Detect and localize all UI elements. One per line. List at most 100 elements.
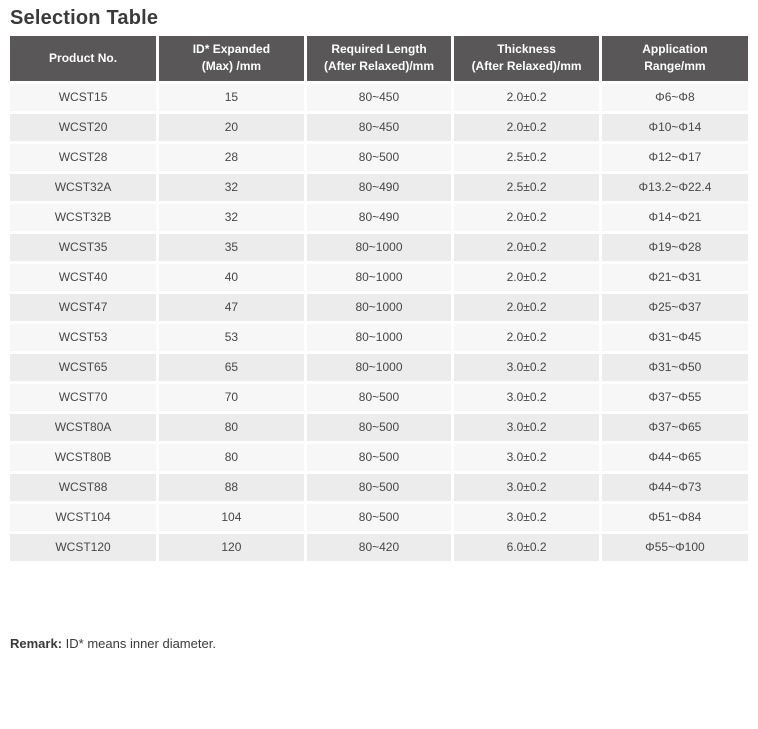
table-cell: 3.0±0.2 xyxy=(452,502,602,534)
table-row: WCST28 28 80~500 2.5±0.2 Φ12~Φ17 xyxy=(10,142,748,174)
table-cell: WCST104 xyxy=(10,502,160,534)
table-cell: Φ13.2~Φ22.4 xyxy=(600,172,748,204)
table-cell: 80 xyxy=(157,412,307,444)
table-cell: 47 xyxy=(157,292,307,324)
table-cell: 15 xyxy=(157,82,307,114)
header-cell-line1: ID* Expanded xyxy=(192,41,271,56)
header-cell-line2: (After Relaxed)/mm xyxy=(471,59,582,74)
table-row: WCST70 70 80~500 3.0±0.2 Φ37~Φ55 xyxy=(10,382,748,414)
table-cell: 2.0±0.2 xyxy=(452,202,602,234)
header-cell-line2: Range/mm xyxy=(644,59,706,74)
table-cell: WCST65 xyxy=(10,352,160,384)
table-row: WCST20 20 80~450 2.0±0.2 Φ10~Φ14 xyxy=(10,112,748,144)
remark: Remark: ID* means inner diameter. xyxy=(10,636,758,651)
table-cell: WCST28 xyxy=(10,142,160,174)
table-cell: 80~1000 xyxy=(305,232,455,264)
table-cell: 3.0±0.2 xyxy=(452,472,602,504)
table-cell: 80~500 xyxy=(305,382,455,414)
header-cell-line1: Thickness xyxy=(497,41,556,56)
table-cell: Φ10~Φ14 xyxy=(600,112,748,144)
remark-label: Remark: xyxy=(10,635,63,651)
header-cell: Required Length (After Relaxed)/mm xyxy=(305,36,455,84)
header-cell-line2: (Max) /mm xyxy=(201,59,262,74)
header-cell: Product No. xyxy=(10,36,160,84)
table-cell: 80~420 xyxy=(305,532,455,564)
table-cell: 2.0±0.2 xyxy=(452,82,602,114)
header-cell-line2: (After Relaxed)/mm xyxy=(323,59,434,74)
table-cell: WCST40 xyxy=(10,262,160,294)
table-cell: WCST47 xyxy=(10,292,160,324)
table-cell: WCST120 xyxy=(10,532,160,564)
table-cell: WCST32A xyxy=(10,172,160,204)
table-row: WCST120 120 80~420 6.0±0.2 Φ55~Φ100 xyxy=(10,532,748,564)
table-cell: 3.0±0.2 xyxy=(452,352,602,384)
table-cell: Φ55~Φ100 xyxy=(600,532,748,564)
table-cell: 80~500 xyxy=(305,142,455,174)
table-row: WCST40 40 80~1000 2.0±0.2 Φ21~Φ31 xyxy=(10,262,748,294)
table-cell: 2.0±0.2 xyxy=(452,232,602,264)
table-cell: 80~500 xyxy=(305,412,455,444)
table-cell: Φ19~Φ28 xyxy=(600,232,748,264)
table-cell: 2.5±0.2 xyxy=(452,172,602,204)
table-cell: 120 xyxy=(157,532,307,564)
remark-text: ID* means inner diameter. xyxy=(62,635,216,651)
table-cell: 80~1000 xyxy=(305,352,455,384)
table-cell: 80~500 xyxy=(305,442,455,474)
table-cell: 32 xyxy=(157,172,307,204)
table-cell: Φ6~Φ8 xyxy=(600,82,748,114)
table-cell: 2.0±0.2 xyxy=(452,292,602,324)
table-cell: 80~1000 xyxy=(305,322,455,354)
header-cell: Thickness (After Relaxed)/mm xyxy=(452,36,602,84)
header-cell-line1: Product No. xyxy=(49,50,118,65)
table-cell: 80~450 xyxy=(305,82,455,114)
header-cell-line1: Application xyxy=(642,41,708,56)
table-cell: 40 xyxy=(157,262,307,294)
header-cell: ID* Expanded (Max) /mm xyxy=(157,36,307,84)
table-cell: Φ12~Φ17 xyxy=(600,142,748,174)
table-cell: WCST70 xyxy=(10,382,160,414)
table-header: Product No. ID* Expanded (Max) /mm Required… xyxy=(10,36,748,84)
table-row: WCST65 65 80~1000 3.0±0.2 Φ31~Φ50 xyxy=(10,352,748,384)
table-cell: 80~1000 xyxy=(305,292,455,324)
table-cell: Φ37~Φ65 xyxy=(600,412,748,444)
table-cell: WCST80A xyxy=(10,412,160,444)
table-body: WCST15 15 80~450 2.0±0.2 Φ6~Φ8 WCST20 20 80~450… xyxy=(10,82,748,564)
table-cell: Φ51~Φ84 xyxy=(600,502,748,534)
table-row: WCST35 35 80~1000 2.0±0.2 Φ19~Φ28 xyxy=(10,232,748,264)
table-cell: 28 xyxy=(157,142,307,174)
header-row: Product No. ID* Expanded (Max) /mm Required… xyxy=(10,36,748,84)
table-cell: Φ44~Φ65 xyxy=(600,442,748,474)
table-cell: 2.0±0.2 xyxy=(452,262,602,294)
table-cell: WCST88 xyxy=(10,472,160,504)
table-cell: WCST35 xyxy=(10,232,160,264)
table-cell: WCST15 xyxy=(10,82,160,114)
table-row: WCST88 88 80~500 3.0±0.2 Φ44~Φ73 xyxy=(10,472,748,504)
table-cell: WCST20 xyxy=(10,112,160,144)
table-cell: WCST53 xyxy=(10,322,160,354)
table-row: WCST15 15 80~450 2.0±0.2 Φ6~Φ8 xyxy=(10,82,748,114)
header-cell: Application Range/mm xyxy=(600,36,748,84)
table-cell: 3.0±0.2 xyxy=(452,412,602,444)
table-row: WCST32A 32 80~490 2.5±0.2 Φ13.2~Φ22.4 xyxy=(10,172,748,204)
table-cell: 65 xyxy=(157,352,307,384)
table-cell: 2.0±0.2 xyxy=(452,112,602,144)
table-row: WCST47 47 80~1000 2.0±0.2 Φ25~Φ37 xyxy=(10,292,748,324)
table-cell: 2.0±0.2 xyxy=(452,322,602,354)
table-cell: Φ21~Φ31 xyxy=(600,262,748,294)
table-cell: 104 xyxy=(157,502,307,534)
page-title: Selection Table xyxy=(10,7,159,29)
table-cell: Φ14~Φ21 xyxy=(600,202,748,234)
table-cell: WCST80B xyxy=(10,442,160,474)
table-row: WCST53 53 80~1000 2.0±0.2 Φ31~Φ45 xyxy=(10,322,748,354)
table-cell: 20 xyxy=(157,112,307,144)
table-row: WCST80A 80 80~500 3.0±0.2 Φ37~Φ65 xyxy=(10,412,748,444)
table-cell: 35 xyxy=(157,232,307,264)
header-cell-line1: Required Length xyxy=(331,41,427,56)
selection-table: Product No. ID* Expanded (Max) /mm Required… xyxy=(10,36,748,564)
table-cell: 2.5±0.2 xyxy=(452,142,602,174)
table-cell: WCST32B xyxy=(10,202,160,234)
table-cell: 70 xyxy=(157,382,307,414)
table-row: WCST104 104 80~500 3.0±0.2 Φ51~Φ84 xyxy=(10,502,748,534)
table-cell: 80~490 xyxy=(305,202,455,234)
table-cell: 32 xyxy=(157,202,307,234)
